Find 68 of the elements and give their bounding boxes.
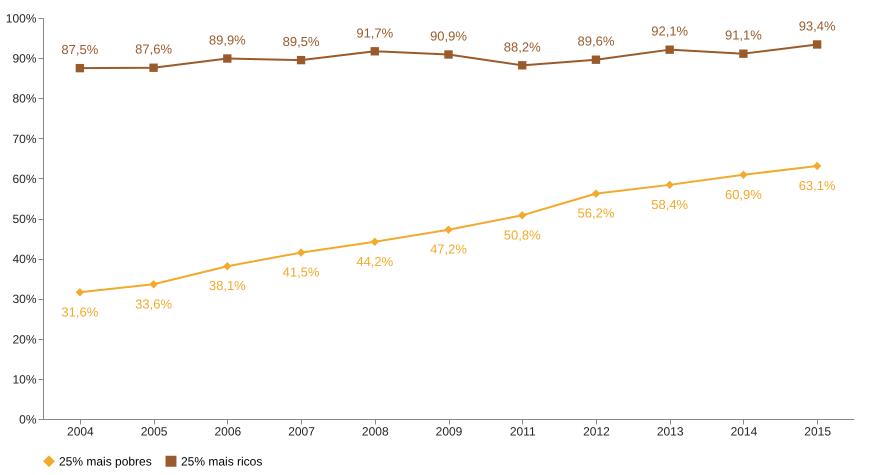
- point: [76, 288, 84, 296]
- y-tick-label: 50%: [12, 212, 37, 226]
- data-label: 41,5%: [282, 264, 320, 280]
- data-label: 50,8%: [504, 227, 542, 242]
- point: [223, 262, 232, 270]
- data-label: 91,7%: [356, 25, 394, 40]
- x-tick-label: 2004: [67, 424, 94, 438]
- x-tick-label: 2012: [583, 424, 610, 438]
- point: [444, 226, 453, 234]
- data-label: 56,2%: [578, 206, 615, 221]
- point: [666, 45, 674, 54]
- data-label: 87,5%: [61, 42, 99, 58]
- data-label: 89,6%: [578, 34, 615, 49]
- point: [296, 248, 306, 257]
- point: [149, 280, 158, 288]
- data-label: 63,1%: [798, 178, 836, 193]
- x-tick-label: 2015: [804, 424, 832, 438]
- point: [812, 162, 822, 170]
- point: [444, 50, 453, 59]
- data-label: 91,1%: [724, 28, 762, 43]
- point: [739, 170, 748, 179]
- point: [812, 40, 822, 49]
- point: [370, 47, 379, 56]
- data-label: 33,6%: [135, 296, 172, 312]
- y-tick-label: 60%: [12, 172, 37, 186]
- data-label: 31,6%: [61, 304, 99, 320]
- data-label: 89,5%: [282, 34, 320, 50]
- y-tick-label: 80%: [12, 92, 37, 106]
- y-tick-label: 0%: [19, 412, 37, 426]
- data-label: 47,2%: [430, 242, 468, 257]
- x-tick-label: 2007: [288, 424, 316, 438]
- point: [592, 56, 600, 64]
- x-tick-label: 2009: [436, 424, 463, 438]
- point: [76, 64, 84, 72]
- data-label: 60,9%: [724, 186, 762, 202]
- x-tick-label: 2014: [730, 424, 758, 438]
- data-label: 44,2%: [356, 254, 394, 269]
- x-tick-label: 2008: [362, 424, 389, 438]
- y-tick-label: 70%: [12, 132, 37, 146]
- point: [149, 64, 158, 72]
- point: [296, 56, 306, 64]
- y-tick-label: 20%: [12, 332, 37, 346]
- x-tick-label: 2011: [510, 424, 536, 438]
- point: [518, 61, 526, 70]
- x-tick-label: 2006: [214, 424, 242, 438]
- y-tick-label: 40%: [12, 252, 37, 266]
- y-tick-label: 30%: [12, 292, 37, 306]
- y-tick-label: 100%: [6, 12, 37, 26]
- x-tick-label: 2005: [140, 424, 168, 438]
- data-label: 93,4%: [798, 18, 836, 34]
- point: [518, 211, 526, 220]
- point: [370, 238, 379, 246]
- data-label: 87,6%: [135, 42, 172, 57]
- data-label: 90,9%: [430, 28, 468, 44]
- x-tick-label: 2013: [656, 424, 684, 438]
- point: [739, 50, 748, 58]
- point: [223, 54, 232, 63]
- data-label: 92,1%: [651, 24, 689, 39]
- y-tick-label: 90%: [12, 52, 37, 66]
- legend-label: 25% mais pobres: [59, 454, 152, 468]
- data-label: 89,9%: [208, 32, 246, 48]
- data-label: 38,1%: [208, 278, 246, 294]
- point: [666, 180, 674, 189]
- data-label: 88,2%: [504, 39, 542, 54]
- legend-label: 25% mais ricos: [181, 454, 262, 468]
- y-tick-label: 10%: [12, 372, 37, 386]
- point: [592, 189, 600, 198]
- data-label: 58,4%: [651, 196, 689, 212]
